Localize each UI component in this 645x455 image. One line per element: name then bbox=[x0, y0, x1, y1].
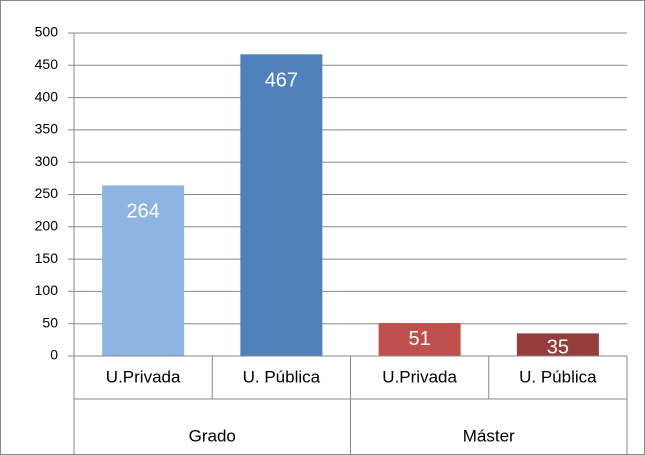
y-tick-label: 500 bbox=[35, 24, 59, 40]
group-label: Grado bbox=[189, 426, 236, 445]
y-tick-label: 450 bbox=[35, 56, 59, 72]
x-tick-label: U.Privada bbox=[106, 367, 181, 386]
y-tick-label: 300 bbox=[35, 153, 59, 169]
data-label: 467 bbox=[265, 70, 298, 92]
bar bbox=[516, 333, 599, 356]
data-label: 264 bbox=[126, 201, 159, 223]
y-tick-label: 400 bbox=[35, 88, 59, 104]
y-tick-label: 0 bbox=[50, 347, 58, 363]
x-tick-label: U.Privada bbox=[382, 367, 457, 386]
bar bbox=[378, 323, 461, 356]
x-tick-label: U. Pública bbox=[519, 367, 597, 386]
bar bbox=[102, 185, 185, 356]
x-tick-label: U. Pública bbox=[243, 367, 321, 386]
y-tick-label: 100 bbox=[35, 282, 59, 298]
y-tick-label: 150 bbox=[35, 250, 59, 266]
y-tick-label: 350 bbox=[35, 121, 59, 137]
data-label: 51 bbox=[409, 328, 431, 350]
bar bbox=[240, 54, 323, 357]
y-tick-label: 200 bbox=[35, 218, 59, 234]
data-label: 35 bbox=[547, 337, 569, 359]
y-tick-label: 250 bbox=[35, 185, 59, 201]
y-tick-label: 50 bbox=[42, 314, 58, 330]
group-label: Máster bbox=[463, 426, 515, 445]
